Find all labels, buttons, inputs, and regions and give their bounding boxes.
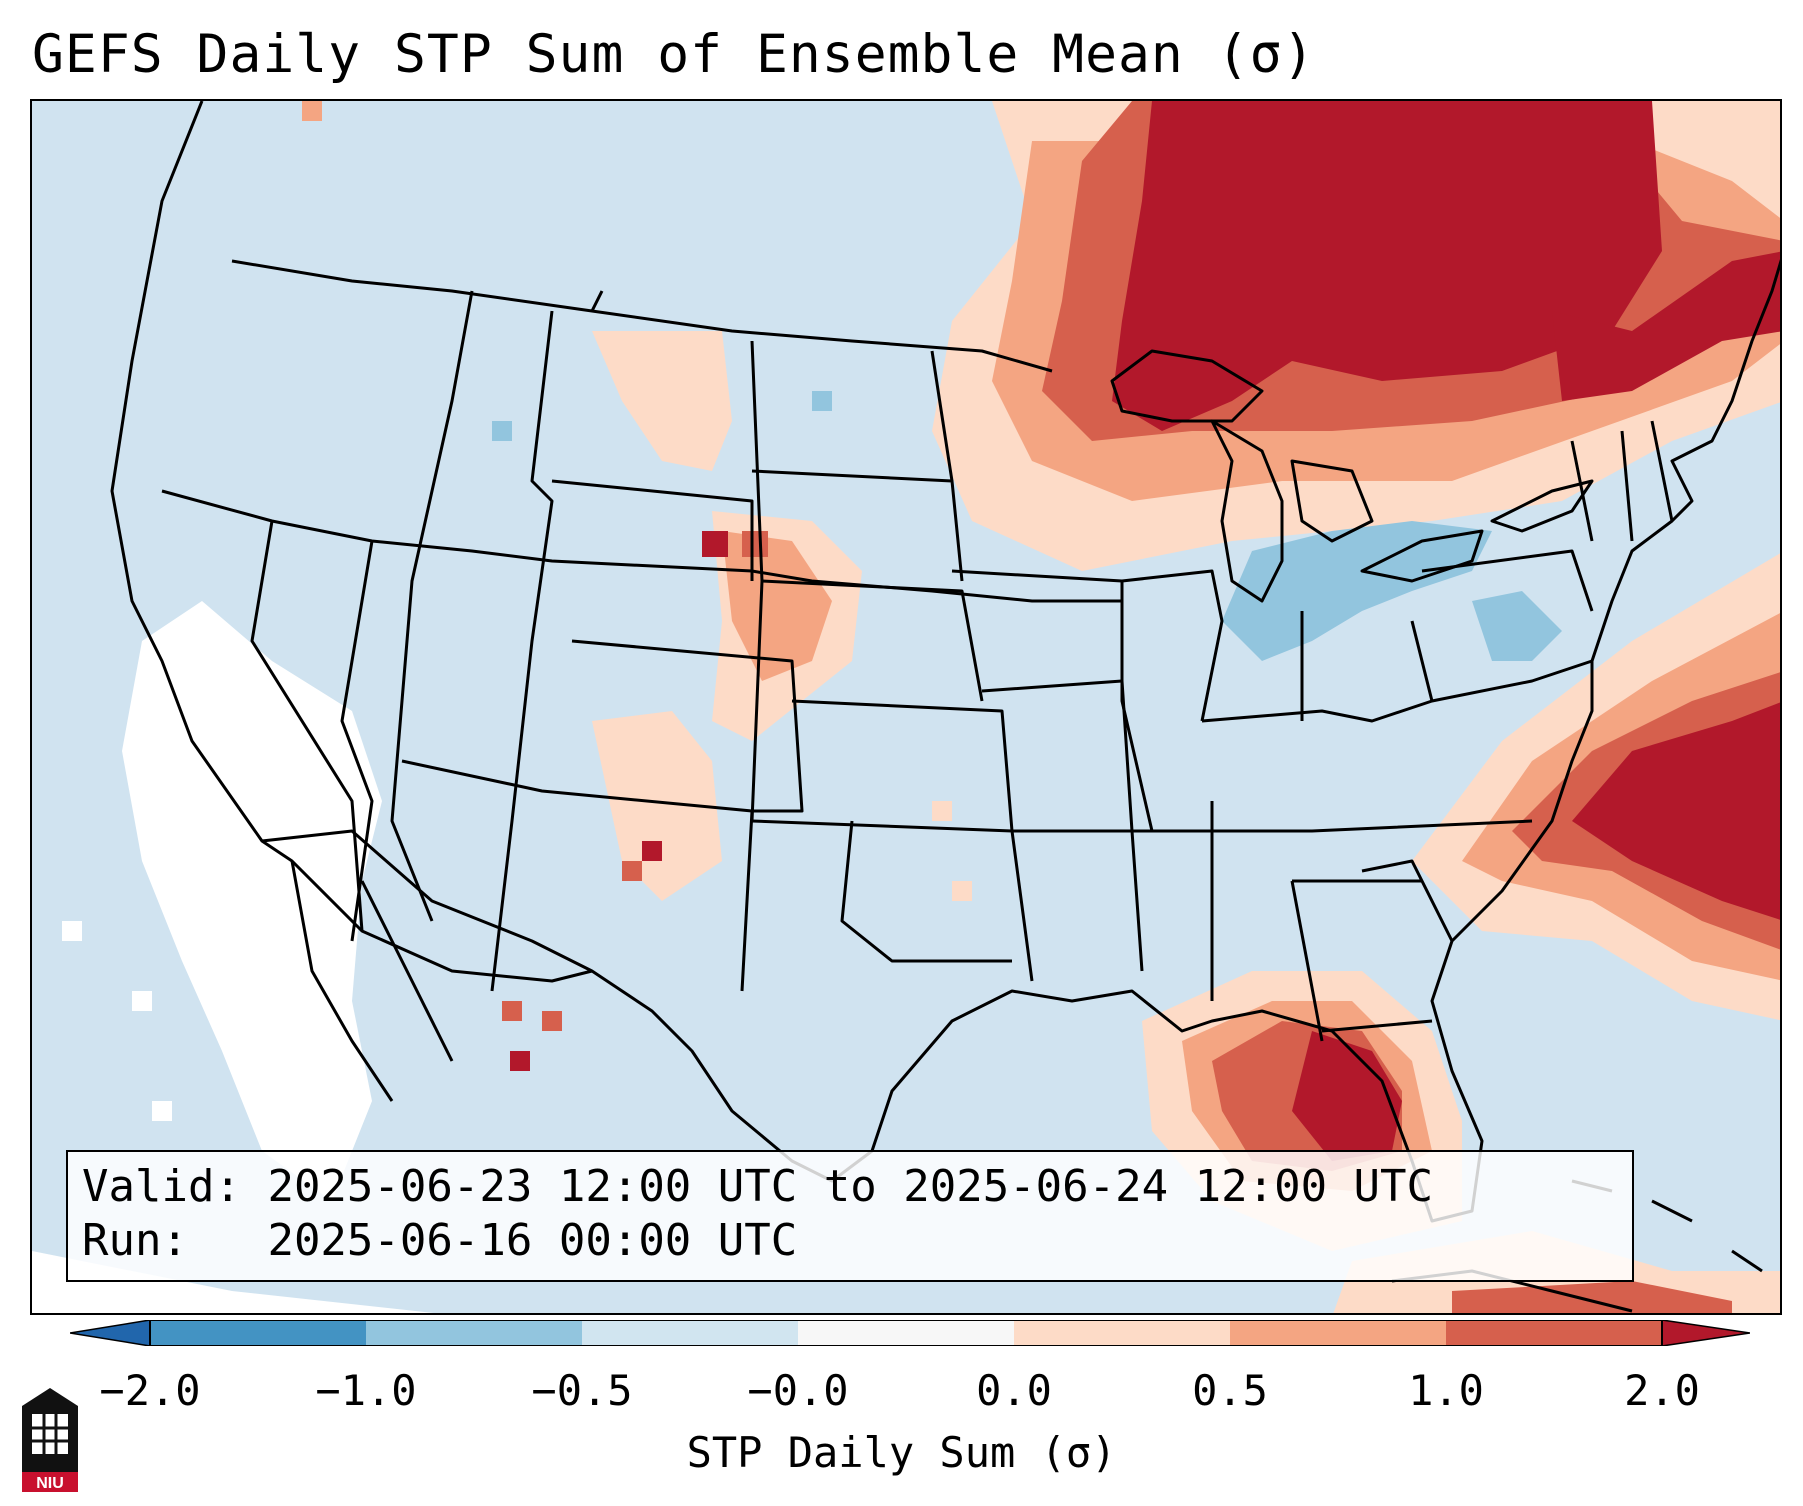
valid-run-info-box: Valid: 2025-06-23 12:00 UTC to 2025-06-2… (66, 1150, 1634, 1282)
stp-map (30, 99, 1782, 1315)
white-low-region (32, 601, 434, 1313)
colorbar-segment-6 (1230, 1320, 1446, 1346)
colorbar-tick: 1.0 (1408, 1366, 1484, 1415)
colorbar-tick: −1.0 (315, 1366, 417, 1415)
colorbar-tick: 2.0 (1624, 1366, 1700, 1415)
red-region-north (932, 101, 1780, 571)
red-region-atlantic (1412, 553, 1780, 1021)
colorbar-segment-7 (1446, 1320, 1662, 1346)
state-boundaries (110, 101, 1780, 1313)
niu-tower-icon: NIU (22, 1388, 78, 1492)
colorbar-segment-1 (150, 1320, 366, 1346)
colorbar-segment-5 (1014, 1320, 1230, 1346)
colorbar-extend-high (1661, 1320, 1750, 1346)
colorbar-segment-2 (366, 1320, 582, 1346)
colorbar-tick: 0.0 (976, 1366, 1052, 1415)
colorbar-tick: −0.0 (747, 1366, 849, 1415)
colorbar-label: STP Daily Sum (σ) (686, 1428, 1117, 1477)
colorbar-tick: −0.5 (531, 1366, 633, 1415)
colorbar-segment-4 (798, 1320, 1014, 1346)
run-label: Run: (82, 1215, 188, 1266)
colorbar-tick: 0.5 (1192, 1366, 1268, 1415)
red-region-plains (302, 101, 972, 1071)
colorbar-extend-low (70, 1320, 151, 1346)
valid-label: Valid: (82, 1161, 241, 1212)
valid-value: 2025-06-23 12:00 UTC to 2025-06-24 12:00… (267, 1161, 1434, 1212)
run-value: 2025-06-16 00:00 UTC (267, 1215, 798, 1266)
blue-region-ohio (492, 391, 1562, 661)
logo-text: NIU (36, 1475, 64, 1492)
colorbar-segment-3 (582, 1320, 798, 1346)
colorbar-tick: −2.0 (99, 1366, 201, 1415)
chart-title: GEFS Daily STP Sum of Ensemble Mean (σ) (32, 24, 1316, 85)
colorbar (70, 1320, 1750, 1346)
